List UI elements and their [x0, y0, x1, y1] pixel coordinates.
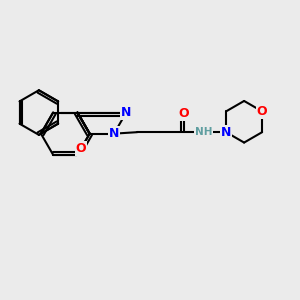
Text: N: N	[221, 126, 231, 139]
Text: O: O	[178, 107, 189, 120]
Text: N: N	[109, 127, 119, 140]
Text: O: O	[257, 105, 267, 118]
Text: O: O	[76, 142, 86, 155]
Text: N: N	[121, 106, 131, 119]
Text: NH: NH	[195, 127, 212, 137]
